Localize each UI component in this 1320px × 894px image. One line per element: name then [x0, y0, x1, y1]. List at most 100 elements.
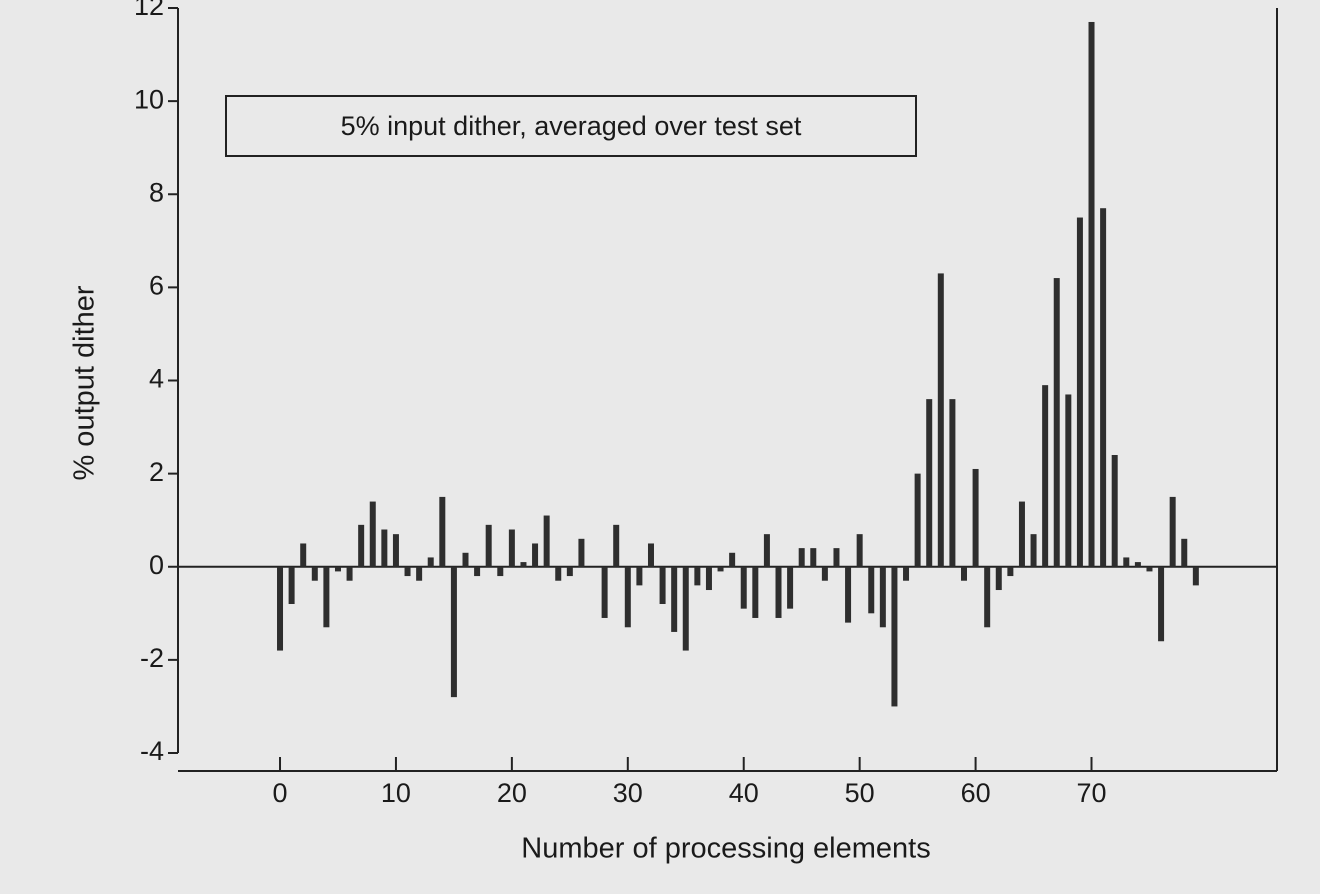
bar: [914, 473, 921, 567]
y-tick-label: 2: [149, 457, 164, 487]
bar: [856, 534, 863, 567]
bar: [474, 566, 481, 577]
x-tick-label: 50: [845, 778, 875, 808]
bar: [1192, 566, 1199, 586]
bar: [1088, 21, 1095, 567]
bar: [740, 566, 747, 609]
y-tick-label: 12: [134, 0, 164, 21]
bar: [334, 566, 341, 572]
bar: [763, 534, 770, 567]
y-tick-label: 10: [134, 84, 164, 114]
bar: [775, 566, 782, 618]
bar: [311, 566, 318, 581]
bar: [1146, 566, 1153, 572]
bar: [845, 566, 852, 623]
bar: [1169, 496, 1176, 567]
y-tick-label: 8: [149, 177, 164, 207]
bar: [416, 566, 423, 581]
x-tick-label: 10: [381, 778, 411, 808]
bar: [1018, 501, 1025, 567]
y-tick-label: 4: [149, 364, 164, 394]
bar: [601, 566, 608, 618]
bar: [960, 566, 967, 581]
bar: [1076, 217, 1083, 567]
x-tick-label: 30: [613, 778, 643, 808]
bar: [1053, 278, 1060, 567]
bar: [949, 399, 956, 567]
bar: [647, 543, 654, 567]
bar: [810, 548, 817, 567]
bar: [404, 566, 411, 577]
bar: [903, 566, 910, 581]
bar: [346, 566, 353, 581]
bar: [1158, 566, 1165, 642]
bar: [833, 548, 840, 567]
bar: [381, 529, 388, 567]
bar: [891, 566, 898, 707]
bar: [392, 534, 399, 567]
bar: [323, 566, 330, 628]
bar: [485, 524, 492, 567]
bar: [277, 566, 284, 651]
bar: [1065, 394, 1072, 567]
bar: [1007, 566, 1014, 577]
bar: [543, 515, 550, 567]
bar: [450, 566, 457, 698]
bar: [729, 552, 736, 567]
x-tick-label: 20: [497, 778, 527, 808]
y-tick-label: 6: [149, 271, 164, 301]
bar: [532, 543, 539, 567]
bar: [578, 538, 585, 567]
bar: [787, 566, 794, 609]
bar: [1134, 562, 1141, 567]
x-tick-label: 70: [1076, 778, 1106, 808]
bar: [497, 566, 504, 577]
bar: [613, 524, 620, 567]
bar: [1030, 534, 1037, 567]
bar: [636, 566, 643, 586]
bar: [462, 552, 469, 567]
bar: [369, 501, 376, 567]
bar: [659, 566, 666, 604]
bar: [717, 566, 724, 572]
bar: [520, 562, 527, 567]
bar: [705, 566, 712, 591]
bar: [694, 566, 701, 586]
bar: [439, 496, 446, 567]
x-tick-label: 0: [273, 778, 288, 808]
bar: [984, 566, 991, 628]
bar: [566, 566, 573, 577]
bar: [288, 566, 295, 604]
bar: [508, 529, 515, 567]
bar: [427, 557, 434, 567]
y-axis-label: % output dither: [69, 285, 101, 480]
bar: [1123, 557, 1130, 567]
annotation: 5% input dither, averaged over test set: [341, 111, 802, 141]
bar: [682, 566, 689, 651]
bar: [821, 566, 828, 581]
bar: [1111, 455, 1118, 567]
bar: [1100, 208, 1107, 567]
bar: [798, 548, 805, 567]
x-tick-label: 40: [729, 778, 759, 808]
bar: [879, 566, 886, 628]
y-tick-label: 0: [149, 550, 164, 580]
bar: [972, 468, 979, 567]
annotation-box: [225, 95, 917, 157]
y-tick-label: -2: [140, 643, 164, 673]
bar: [624, 566, 631, 628]
bar: [995, 566, 1002, 591]
bar: [555, 566, 562, 581]
x-tick-label: 60: [961, 778, 991, 808]
bar: [671, 566, 678, 632]
bar: [1181, 538, 1188, 567]
bar: [937, 273, 944, 567]
bar: [926, 399, 933, 567]
bar: [868, 566, 875, 614]
bar: [300, 543, 307, 567]
x-axis-label: Number of processing elements: [521, 833, 930, 865]
bar: [1042, 385, 1049, 567]
bar: [358, 524, 365, 567]
